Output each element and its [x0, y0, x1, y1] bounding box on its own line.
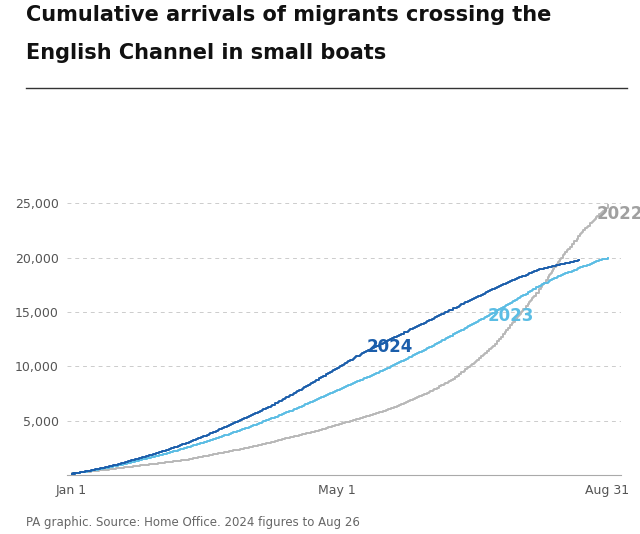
- Text: 2022: 2022: [596, 205, 640, 223]
- Text: Cumulative arrivals of migrants crossing the: Cumulative arrivals of migrants crossing…: [26, 5, 551, 25]
- Text: PA graphic. Source: Home Office. 2024 figures to Aug 26: PA graphic. Source: Home Office. 2024 fi…: [26, 516, 360, 529]
- Text: English Channel in small boats: English Channel in small boats: [26, 43, 386, 62]
- Text: 2024: 2024: [366, 338, 413, 356]
- Text: 2023: 2023: [488, 308, 534, 325]
